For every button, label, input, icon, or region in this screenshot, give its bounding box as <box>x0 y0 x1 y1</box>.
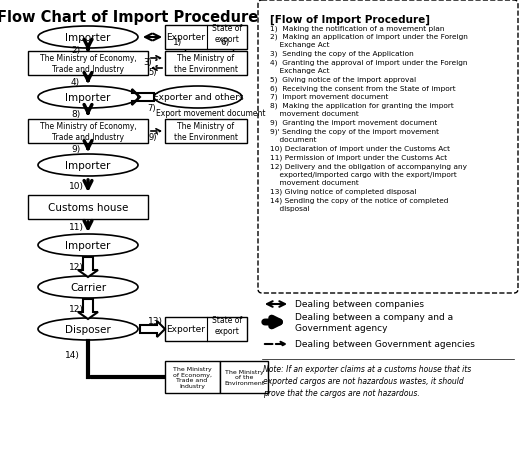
Text: 10): 10) <box>69 182 84 191</box>
Text: 13): 13) <box>148 317 163 326</box>
Text: 5): 5) <box>148 67 157 76</box>
Text: Exporter: Exporter <box>167 325 206 334</box>
Text: Dealing between companies: Dealing between companies <box>295 300 424 309</box>
Ellipse shape <box>38 234 138 257</box>
Text: 7): 7) <box>147 103 156 112</box>
Text: State of
export: State of export <box>212 24 242 44</box>
Text: 9): 9) <box>71 145 80 154</box>
Text: 12): 12) <box>69 305 84 314</box>
Text: 14): 14) <box>65 351 80 360</box>
Bar <box>28 120 148 144</box>
FancyBboxPatch shape <box>258 1 518 294</box>
Text: Exporter and others: Exporter and others <box>153 94 243 102</box>
Polygon shape <box>140 321 165 337</box>
Text: Dealing between a company and a
Government agency: Dealing between a company and a Governme… <box>295 312 453 332</box>
Text: 1)  Making the notification of a movement plan
2)  Making an application of impo: 1) Making the notification of a movement… <box>270 25 468 211</box>
Polygon shape <box>78 300 98 319</box>
Polygon shape <box>132 90 154 106</box>
Text: The Ministry of
the Environment: The Ministry of the Environment <box>174 54 238 74</box>
Text: [Flow of Import Procedure]: [Flow of Import Procedure] <box>270 15 430 25</box>
Text: 12): 12) <box>69 263 84 272</box>
Text: Importer: Importer <box>65 33 111 43</box>
Ellipse shape <box>38 276 138 298</box>
Bar <box>165 361 220 393</box>
Text: Carrier: Carrier <box>70 282 106 292</box>
Bar <box>165 52 247 76</box>
Text: Importer: Importer <box>65 240 111 250</box>
Ellipse shape <box>38 27 138 49</box>
Text: 1): 1) <box>173 38 182 46</box>
Text: Flow Chart of Import Procedure: Flow Chart of Import Procedure <box>0 10 258 25</box>
Text: Note: If an exporter claims at a customs house that its
exported cargos are not : Note: If an exporter claims at a customs… <box>263 364 471 397</box>
Text: The Ministry
of Economy,
Trade and
Industry: The Ministry of Economy, Trade and Indus… <box>172 366 212 388</box>
Text: Customs house: Customs house <box>48 202 128 213</box>
Text: Importer: Importer <box>65 93 111 103</box>
Ellipse shape <box>154 87 242 109</box>
Text: Export movement document: Export movement document <box>156 109 266 118</box>
Bar <box>165 317 247 341</box>
Text: 8): 8) <box>71 110 80 119</box>
Bar <box>220 361 268 393</box>
Text: 6): 6) <box>220 38 229 46</box>
Text: Disposer: Disposer <box>65 324 111 334</box>
Text: Dealing between Government agencies: Dealing between Government agencies <box>295 340 475 349</box>
Text: The Ministry of Economy,
Trade and Industry: The Ministry of Economy, Trade and Indus… <box>39 122 136 141</box>
Text: 9)': 9)' <box>148 133 159 142</box>
Text: Exporter: Exporter <box>167 33 206 43</box>
Text: 2): 2) <box>71 46 80 56</box>
Bar <box>165 26 247 50</box>
Bar <box>165 120 247 144</box>
Text: The Ministry of
the Environment: The Ministry of the Environment <box>174 122 238 141</box>
Text: 3): 3) <box>143 57 152 66</box>
Bar <box>28 52 148 76</box>
Text: 4): 4) <box>71 77 80 86</box>
Ellipse shape <box>38 319 138 340</box>
Text: State of
export: State of export <box>212 316 242 335</box>
Ellipse shape <box>38 155 138 176</box>
Text: The Ministry of Economy,
Trade and Industry: The Ministry of Economy, Trade and Indus… <box>39 54 136 74</box>
Ellipse shape <box>38 87 138 109</box>
Text: Importer: Importer <box>65 161 111 171</box>
Text: The Ministry
of the
Environment: The Ministry of the Environment <box>224 369 264 386</box>
Text: 11): 11) <box>69 223 84 232</box>
Polygon shape <box>78 257 98 277</box>
Bar <box>28 195 148 219</box>
